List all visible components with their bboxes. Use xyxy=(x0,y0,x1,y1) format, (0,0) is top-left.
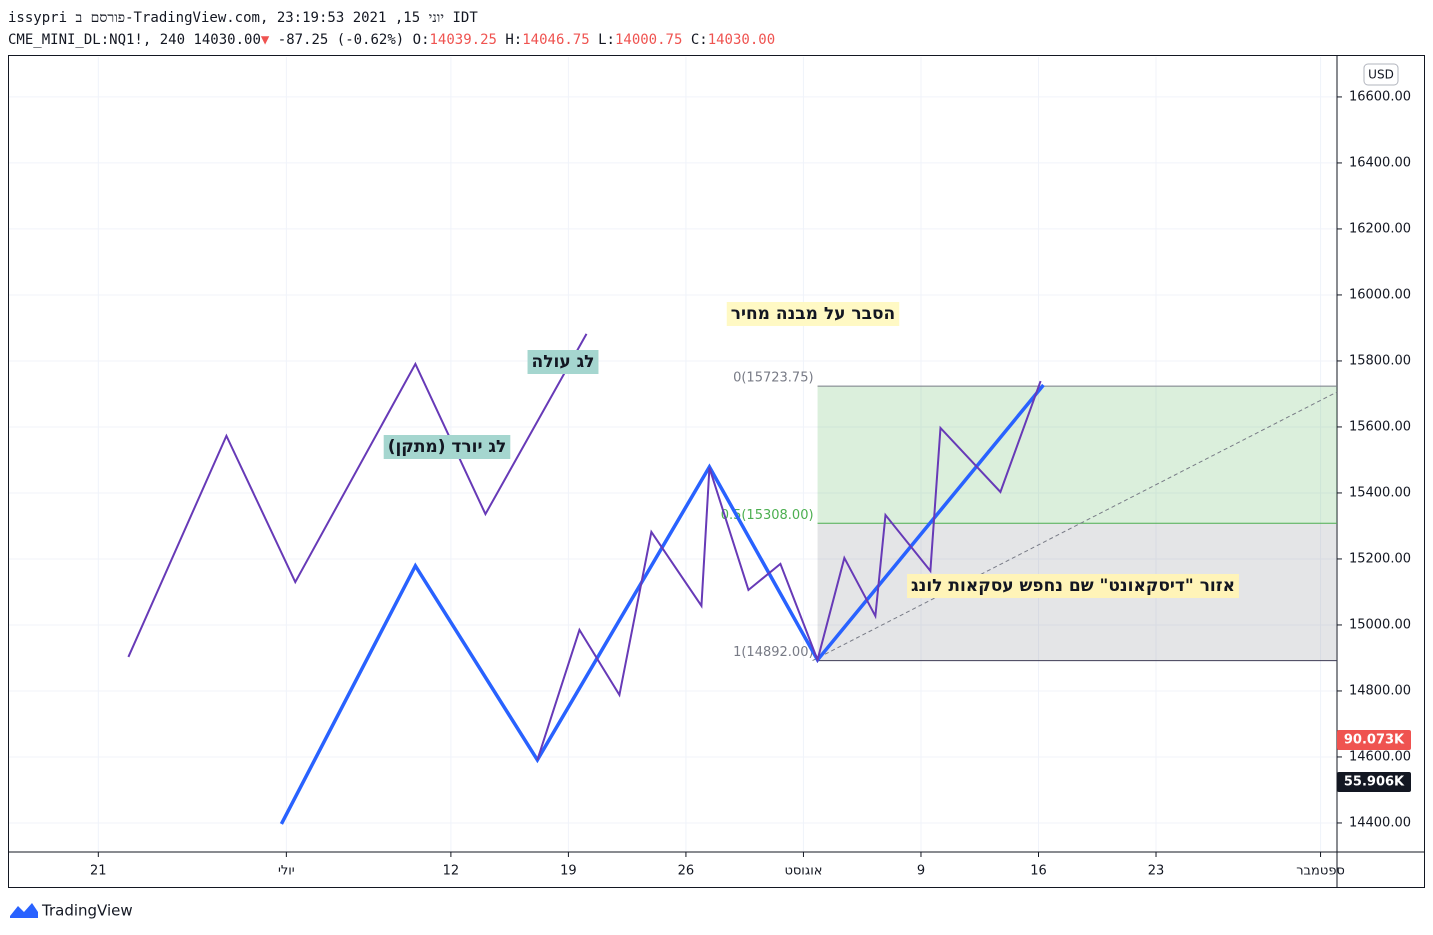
x-tick-label: אוגוסט xyxy=(784,864,822,879)
header-line: issypri פורסם ב-TradingView.com, יוני 15… xyxy=(8,10,478,26)
y-tick-label: 16600.00 xyxy=(1349,89,1411,104)
ohlc-key: O: xyxy=(413,32,430,48)
x-tick-label: 9 xyxy=(917,864,925,879)
y-tick-label: 15800.00 xyxy=(1349,353,1411,368)
ohlc-key: L: xyxy=(598,32,615,48)
y-tick-label: 14600.00 xyxy=(1349,749,1411,764)
logo xyxy=(10,903,38,918)
y-tick-label: 15400.00 xyxy=(1349,485,1411,500)
plot: 14400.00 14600.00 14800.00 15000.00 15200.00… xyxy=(9,56,1424,887)
footer-brand: TradingView xyxy=(41,902,133,920)
annotation: אזור "דיסקאונט" שם נחפש עסקאות לונג xyxy=(911,576,1235,596)
y-tick-label: 15200.00 xyxy=(1349,551,1411,566)
ohlc-value: 14000.75 xyxy=(615,32,682,48)
volume-label: 90.073K xyxy=(1344,733,1405,748)
y-tick-label: 16000.00 xyxy=(1349,287,1411,302)
annotation-box xyxy=(907,574,1239,598)
annotation-box xyxy=(726,302,900,326)
y-tick-label: 15000.00 xyxy=(1349,617,1411,632)
volume-label: 55.906K xyxy=(1344,775,1405,790)
x-tick-label: 21 xyxy=(90,864,107,879)
x-tick-label: יולי xyxy=(278,864,295,879)
x-tick-label: 26 xyxy=(678,864,695,879)
ohlc-value: 14039.25 xyxy=(430,32,497,48)
chart-frame xyxy=(8,55,1425,888)
y-tick-label: 14400.00 xyxy=(1349,815,1411,830)
line-series xyxy=(536,380,1042,761)
annotation: הסבר על מבנה מחיר xyxy=(731,304,895,324)
annotation: (לג יורד (מתקן xyxy=(388,437,507,457)
y-tick-label: 15600.00 xyxy=(1349,419,1411,434)
symbol: CME_MINI_DL:NQ1!, 240 xyxy=(8,32,185,48)
fib-zone-upper xyxy=(817,386,1337,524)
x-tick-label: 23 xyxy=(1148,864,1165,879)
x-tick-label: 16 xyxy=(1030,864,1047,879)
annotation-box xyxy=(527,350,599,374)
volume-label-box xyxy=(1337,730,1411,750)
ohlc-value: 14046.75 xyxy=(522,32,589,48)
fib-label: 0(15723.75) xyxy=(733,371,813,386)
currency: USD xyxy=(1368,68,1394,82)
line-series xyxy=(279,383,1045,825)
y-tick-label: 16400.00 xyxy=(1349,155,1411,170)
arrow: ▼ xyxy=(261,32,270,48)
line-series xyxy=(127,333,588,658)
ohlc-key: H: xyxy=(505,32,522,48)
y-tick-label: 16200.00 xyxy=(1349,221,1411,236)
ohlc-value: 14030.00 xyxy=(708,32,775,48)
y-tick-label: 14800.00 xyxy=(1349,683,1411,698)
currency-box xyxy=(1363,63,1399,86)
header-quote: CME_MINI_DL:NQ1!, 240 14030.00▼ -87.25 (… xyxy=(8,32,775,48)
fib-label: 0.5(15308.00) xyxy=(721,508,814,523)
annotation: לג עולה xyxy=(532,352,595,372)
fib-label: 1(14892.00) xyxy=(733,645,813,660)
x-tick-label: ספטמבר xyxy=(1296,864,1345,879)
ohlc-key: C: xyxy=(691,32,708,48)
price: 14030.00 xyxy=(193,32,260,48)
volume-label-box xyxy=(1337,772,1411,792)
change: -87.25 (-0.62%) xyxy=(278,32,404,48)
fib-diagonal xyxy=(812,391,1338,662)
x-tick-label: 12 xyxy=(443,864,460,879)
x-tick-label: 19 xyxy=(560,864,577,879)
annotation-box xyxy=(383,435,511,459)
